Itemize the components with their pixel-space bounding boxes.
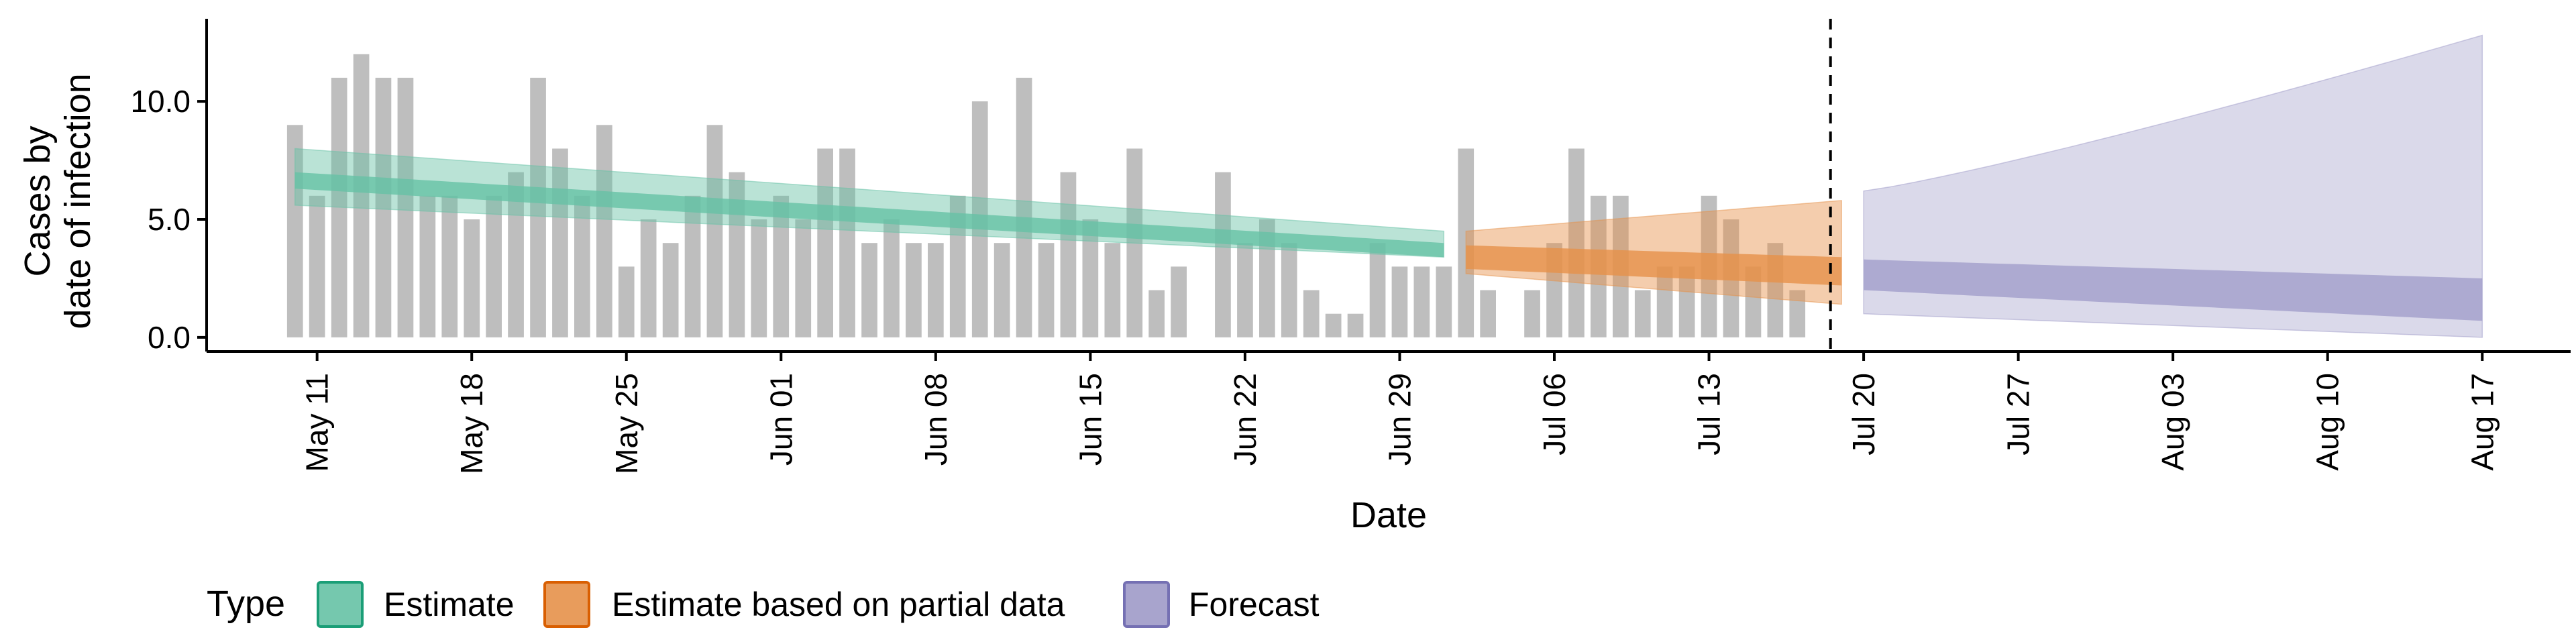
bar [574,195,590,337]
bar [1480,290,1496,337]
bar [596,125,612,337]
legend-key-estimate [317,581,364,628]
bar [1524,290,1540,337]
band-inner-forecast [1864,259,2483,321]
bar [1303,290,1320,337]
x-ticks: May 11 May 18 May 25 Jun 01 Jun 08 Jun 15 Jun … [300,352,2500,474]
bar [1016,77,1032,337]
bar [375,77,392,337]
legend: Type Estimate Estimate based on partial … [207,581,1320,628]
bar [618,266,635,337]
bar [795,219,812,337]
bar [906,243,922,337]
axes [205,19,2571,353]
bar [530,77,546,337]
legend-key-forecast [1123,581,1170,628]
bar [1060,172,1077,337]
bar [1325,313,1342,337]
bar [1436,266,1452,337]
bar [1413,266,1430,337]
bar [1656,266,1673,337]
x-tick-label: Aug 10 [2310,373,2345,471]
bar [1391,266,1408,337]
band-outer-forecast [1863,34,2483,338]
x-tick-label: May 18 [454,373,489,474]
bar [928,243,944,337]
y-tick-label: 5.0 [148,202,191,237]
x-tick-label: Jun 01 [763,373,798,466]
bar [309,195,325,337]
band-inner-estimate-based-on-partial-data [1466,245,1842,286]
bar [994,243,1010,337]
bar [1215,172,1231,337]
bar [949,195,966,337]
bar [1789,290,1806,337]
x-tick-label: Jun 08 [918,373,953,466]
bar [1678,266,1695,337]
x-tick-label: May 25 [609,373,644,474]
x-tick-label: Aug 03 [2155,373,2190,471]
bar [706,125,723,337]
legend-label-estimate: Estimate [384,586,515,623]
bar [1745,266,1762,337]
y-tick-label: 0.0 [148,320,191,355]
x-tick-label: Jul 06 [1537,373,1572,455]
y-axis-title-line-2: date of infection [58,73,98,329]
bar [353,54,370,337]
bar [1237,243,1253,337]
x-axis-title: Date [1350,495,1427,535]
x-tick-label: Jun 22 [1228,373,1263,466]
legend-key-partial [543,581,590,628]
legend-label-forecast: Forecast [1189,586,1320,623]
bar [684,195,701,337]
bar [1634,290,1651,337]
bar [883,219,900,337]
bar [508,172,524,337]
bar [817,148,833,337]
bar [839,148,855,337]
bar [1082,219,1099,337]
bar [1347,313,1364,337]
y-axis-title-line-1: Cases by [17,125,58,276]
x-tick-label: Jun 29 [1383,373,1417,466]
bar [640,219,657,337]
bar [662,243,679,337]
x-tick-label: Jul 13 [1692,373,1727,455]
x-tick-label: Jul 27 [2001,373,2036,455]
bar [464,219,480,337]
bar [1281,243,1297,337]
bar [486,195,502,337]
y-tick-label: 10.0 [130,84,191,119]
bar [1568,148,1585,337]
bar [861,243,877,337]
bar [419,195,436,337]
legend-title: Type [207,584,285,624]
legend-label-partial: Estimate based on partial data [612,586,1065,623]
x-tick-label: Jul 20 [1846,373,1881,455]
bands-layer [294,34,2483,338]
bar [397,77,414,337]
bar [751,219,767,337]
bar [1104,243,1121,337]
bars-layer [286,54,1806,337]
x-tick-label: Aug 17 [2465,373,2500,471]
bar [1148,290,1165,337]
bar [1171,266,1187,337]
band-inner-estimate [294,172,1444,258]
bar [441,195,458,337]
x-tick-label: May 11 [300,373,335,472]
x-tick-label: Jun 15 [1073,373,1108,466]
bar [773,195,790,337]
bar [1369,243,1386,337]
bar [1038,243,1055,337]
y-ticks: 0.0 5.0 10.0 [130,84,207,355]
